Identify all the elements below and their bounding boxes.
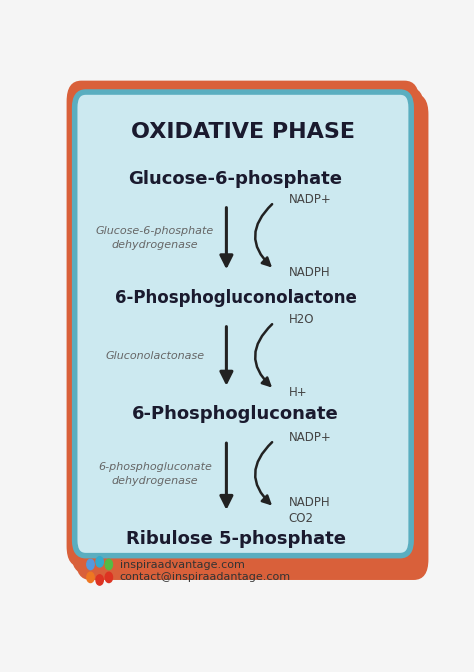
- FancyBboxPatch shape: [66, 81, 419, 567]
- Circle shape: [105, 573, 112, 583]
- Text: NADP+: NADP+: [289, 431, 332, 444]
- Text: OXIDATIVE PHASE: OXIDATIVE PHASE: [131, 122, 355, 142]
- Text: Glucose-6-phosphate
dehydrogenase: Glucose-6-phosphate dehydrogenase: [96, 226, 214, 251]
- Circle shape: [96, 556, 103, 567]
- Text: inspiraadvantage.com: inspiraadvantage.com: [120, 560, 245, 571]
- Text: 6-Phosphogluconate: 6-Phosphogluconate: [132, 405, 339, 423]
- Circle shape: [105, 559, 112, 570]
- Text: H2O: H2O: [289, 313, 314, 326]
- Circle shape: [87, 559, 94, 570]
- Text: NADPH
CO2: NADPH CO2: [289, 496, 330, 525]
- Text: Gluconolactonase: Gluconolactonase: [105, 351, 204, 361]
- Text: Glucose-6-phosphate: Glucose-6-phosphate: [128, 170, 343, 188]
- FancyBboxPatch shape: [76, 93, 428, 580]
- Text: NADPH: NADPH: [289, 265, 330, 279]
- Text: contact@inspiraadantage.com: contact@inspiraadantage.com: [120, 573, 291, 583]
- Circle shape: [87, 573, 94, 583]
- Text: H+: H+: [289, 386, 308, 398]
- Text: 6-Phosphogluconolactone: 6-Phosphogluconolactone: [115, 289, 356, 307]
- FancyBboxPatch shape: [72, 87, 424, 574]
- Text: NADP+: NADP+: [289, 193, 332, 206]
- Text: Ribulose 5-phosphate: Ribulose 5-phosphate: [126, 530, 346, 548]
- Text: 6-phosphogluconate
dehydrogenase: 6-phosphogluconate dehydrogenase: [98, 462, 212, 486]
- FancyBboxPatch shape: [75, 92, 411, 556]
- Circle shape: [96, 575, 103, 585]
